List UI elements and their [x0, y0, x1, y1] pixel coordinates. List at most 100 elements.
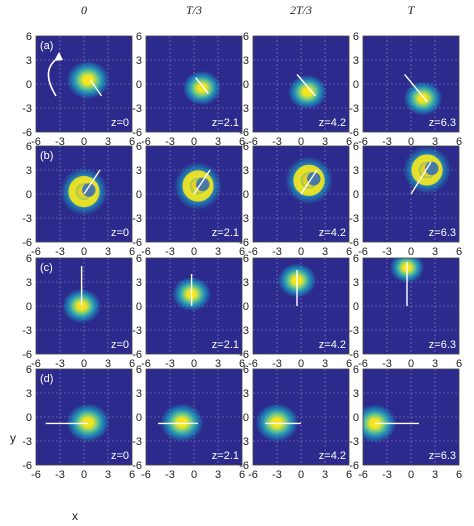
y-tick-label: 6	[243, 253, 249, 265]
y-tick-label: 0	[243, 412, 249, 424]
x-tick-label: 3	[322, 246, 328, 258]
x-tick-label: 3	[105, 469, 111, 481]
beam-intensity	[62, 266, 102, 324]
x-tick-label: 0	[408, 358, 414, 370]
y-tick-label: -6	[239, 127, 249, 139]
y-tick-label: 0	[26, 412, 32, 424]
y-tick-label: 0	[353, 301, 359, 313]
x-tick-label: -3	[55, 246, 65, 258]
row-label-0: (a)	[40, 40, 53, 52]
panel-frame	[145, 257, 243, 355]
x-tick-label: 0	[298, 358, 304, 370]
x-tick-label: 3	[322, 358, 328, 370]
z-label: z=0	[111, 450, 129, 462]
x-tick-label: -6	[358, 246, 368, 258]
y-tick-label: 6	[26, 31, 32, 43]
y-tick-label: -3	[132, 103, 142, 115]
y-tick-label: -6	[22, 127, 32, 139]
x-tick-label: 0	[81, 136, 87, 148]
x-tick-label: 0	[191, 246, 197, 258]
x-tick-label: 6	[239, 136, 245, 148]
y-tick-label: 0	[26, 79, 32, 91]
panel-frame	[35, 145, 133, 243]
panel-frame	[362, 257, 460, 355]
x-tick-label: 3	[432, 469, 438, 481]
y-tick-label: -3	[239, 436, 249, 448]
x-tick-label: -3	[272, 358, 282, 370]
y-tick-label: 3	[26, 388, 32, 400]
x-tick-label: 6	[239, 358, 245, 370]
column-title-1: T/3	[186, 3, 202, 17]
x-tick-label: 6	[456, 136, 462, 148]
y-axis-label: y	[10, 431, 16, 445]
y-tick-label: 0	[353, 412, 359, 424]
y-tick-label: -6	[22, 237, 32, 249]
y-tick-label: 3	[26, 165, 32, 177]
x-tick-label: 3	[105, 136, 111, 148]
x-tick-label: -3	[382, 136, 392, 148]
x-tick-label: -3	[55, 136, 65, 148]
y-tick-label: 6	[136, 364, 142, 376]
y-tick-label: -3	[349, 213, 359, 225]
y-tick-label: 0	[353, 79, 359, 91]
beam-intensity	[172, 274, 212, 312]
x-tick-label: -6	[31, 136, 41, 148]
z-label: z=2.1	[212, 117, 239, 129]
y-tick-label: -6	[132, 349, 142, 361]
panel-frame	[145, 145, 243, 243]
x-tick-label: 6	[456, 358, 462, 370]
x-tick-label: 6	[129, 136, 135, 148]
y-tick-label: 6	[26, 141, 32, 153]
x-tick-label: -6	[358, 136, 368, 148]
y-tick-label: 0	[136, 79, 142, 91]
z-label: z=6.3	[429, 450, 456, 462]
x-tick-label: 0	[81, 246, 87, 258]
x-tick-label: -3	[55, 469, 65, 481]
beam-intensity	[277, 263, 317, 306]
panel-frame	[252, 145, 350, 243]
column-titles: 0 T/3 2T/3 T	[81, 3, 416, 17]
y-tick-label: -6	[22, 460, 32, 472]
row-label-1: (b)	[40, 150, 53, 162]
x-tick-label: 6	[346, 136, 352, 148]
panel-r3-c0: z=0 (d) 6 3 0 -3 -6-6 -3 0 3 6	[22, 364, 135, 481]
column-title-3: T	[408, 3, 416, 17]
y-tick-label: -6	[132, 127, 142, 139]
x-tick-label: 3	[105, 358, 111, 370]
panel-r2-c0: z=0 (c) 6 3 0 -3 -6-6 -3 0 3 6	[22, 253, 135, 370]
x-tick-label: -3	[382, 246, 392, 258]
y-tick-label: 6	[136, 141, 142, 153]
row-label-2: (c)	[40, 262, 53, 274]
y-tick-label: -3	[22, 436, 32, 448]
column-title-0: 0	[81, 3, 87, 17]
x-tick-label: -3	[272, 469, 282, 481]
x-tick-label: -6	[31, 358, 41, 370]
y-tick-label: -3	[349, 436, 359, 448]
x-tick-label: -3	[165, 246, 175, 258]
x-tick-label: 3	[432, 136, 438, 148]
y-tick-label: 6	[136, 31, 142, 43]
x-tick-label: -3	[165, 469, 175, 481]
panel-frame	[35, 257, 133, 355]
y-tick-label: 6	[243, 31, 249, 43]
z-label: z=0	[111, 339, 129, 351]
x-tick-label: -3	[165, 358, 175, 370]
x-tick-label: -6	[248, 136, 258, 148]
x-tick-label: 0	[298, 136, 304, 148]
y-tick-label: 3	[136, 277, 142, 289]
y-tick-label: 3	[26, 277, 32, 289]
x-tick-label: 0	[191, 469, 197, 481]
y-tick-label: -3	[239, 213, 249, 225]
y-tick-label: 6	[243, 141, 249, 153]
y-tick-label: 6	[136, 253, 142, 265]
y-tick-label: 3	[243, 277, 249, 289]
y-tick-label: 3	[136, 55, 142, 67]
y-tick-label: 0	[136, 301, 142, 313]
y-tick-label: 0	[26, 189, 32, 201]
y-tick-label: -6	[132, 237, 142, 249]
rotation-arrow-head	[54, 52, 63, 61]
